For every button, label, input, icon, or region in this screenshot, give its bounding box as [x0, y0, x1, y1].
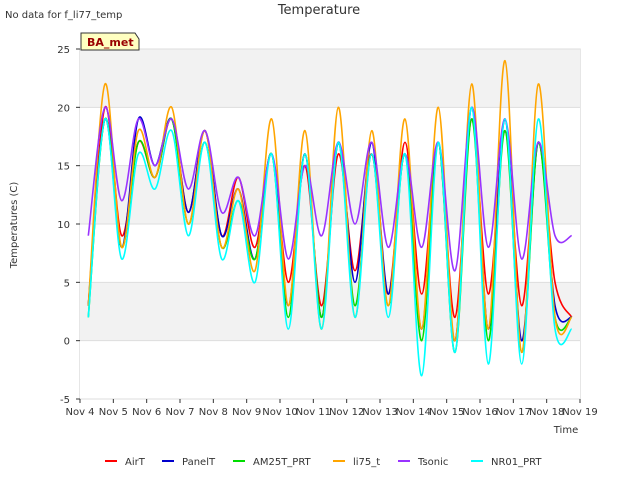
- x-tick-label: Nov 14: [396, 407, 431, 418]
- series-lines: [87, 59, 573, 377]
- legend-label: PanelT: [182, 457, 216, 468]
- y-axis-ticks: -5 0 5 10 15 20 25: [57, 45, 80, 406]
- x-tick-label: Nov 13: [362, 407, 397, 418]
- x-tick-label: Nov 9: [232, 407, 261, 418]
- x-tick-label: Nov 19: [562, 407, 597, 418]
- y-tick-label: 15: [57, 162, 70, 173]
- legend: AirT PanelT AM25T_PRT li75_t Tsonic NR01_PRT: [105, 457, 542, 468]
- y-tick-label: -5: [60, 395, 70, 406]
- y-tick-label: 20: [57, 103, 70, 114]
- legend-label: AM25T_PRT: [253, 457, 312, 468]
- legend-label: NR01_PRT: [491, 457, 542, 468]
- y-tick-label: 0: [64, 337, 70, 348]
- x-axis-ticks: Nov 4 Nov 5 Nov 6 Nov 7 Nov 8 Nov 9 Nov 10Nov …: [65, 399, 598, 418]
- x-tick-label: Nov 11: [296, 407, 331, 418]
- y-tick-label: 25: [57, 45, 70, 56]
- y-tick-label: 10: [57, 220, 70, 231]
- x-tick-label: Nov 4: [65, 407, 94, 418]
- grid-band: [80, 340, 580, 399]
- no-data-note: No data for f_li77_temp: [5, 10, 122, 21]
- x-tick-label: Nov 10: [262, 407, 297, 418]
- legend-label: li75_t: [353, 457, 380, 468]
- x-tick-label: Nov 6: [132, 407, 161, 418]
- x-tick-label: Nov 5: [99, 407, 128, 418]
- x-tick-label: Nov 16: [462, 407, 497, 418]
- legend-label: Tsonic: [417, 457, 448, 468]
- legend-label: AirT: [125, 457, 146, 468]
- station-badge-label: BA_met: [87, 36, 134, 49]
- x-tick-label: Nov 15: [429, 407, 464, 418]
- x-tick-label: Nov 8: [199, 407, 228, 418]
- grid-band: [80, 282, 580, 341]
- series-line-tsonic: [87, 106, 573, 272]
- x-axis-label: Time: [553, 425, 578, 436]
- x-tick-label: Nov 17: [496, 407, 531, 418]
- x-tick-label: Nov 7: [165, 407, 194, 418]
- x-tick-label: Nov 18: [529, 407, 564, 418]
- y-axis-label: Temperatures (C): [9, 182, 20, 270]
- station-badge: BA_met: [80, 32, 140, 51]
- grid-band: [80, 49, 580, 108]
- y-tick-label: 5: [64, 278, 70, 289]
- x-tick-label: Nov 12: [329, 407, 364, 418]
- chart-title: Temperature: [277, 3, 360, 18]
- grid-band: [80, 107, 580, 166]
- series-line-nr01_prt: [87, 106, 573, 377]
